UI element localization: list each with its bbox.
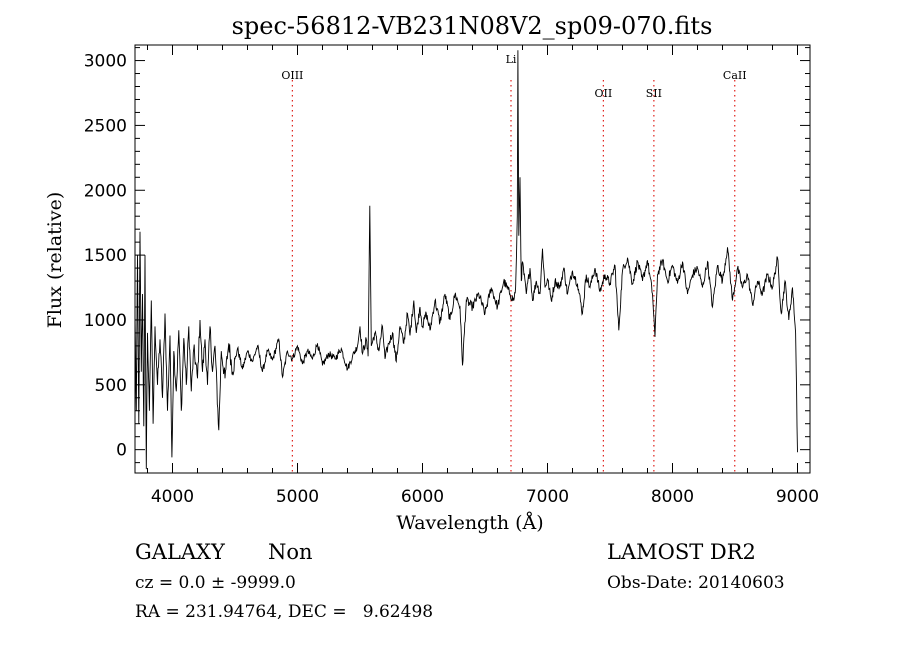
y-tick-label: 1500 xyxy=(84,246,127,266)
x-tick-label: 6000 xyxy=(401,487,444,507)
x-tick-label: 4000 xyxy=(151,487,194,507)
class-label: GALAXY xyxy=(135,540,225,564)
spectrum-chart: spec-56812-VB231N08V2_sp09-070.fits OIII… xyxy=(44,12,819,534)
spectral-line-label: OII xyxy=(595,87,613,100)
y-tick-label: 2500 xyxy=(84,116,127,136)
plot-frame xyxy=(134,44,811,474)
axes: 4000 5000 6000 7000 8000 9000 0 500 1000 1500 2000… xyxy=(84,44,819,507)
y-tick-label: 500 xyxy=(95,376,127,396)
flux-series-line-0 xyxy=(134,50,798,470)
y-tick-label: 3000 xyxy=(84,52,127,72)
spectral-line-label: SII xyxy=(646,87,662,100)
obs-date-text: Obs-Date: 20140603 xyxy=(607,573,785,593)
x-tick-label: 8000 xyxy=(651,487,694,507)
x-tick-label: 9000 xyxy=(776,487,819,507)
y-tick-label: 1000 xyxy=(84,311,127,331)
x-axis-label: Wavelength (Å) xyxy=(396,512,543,534)
cz-text: cz = 0.0 ± -9999.0 xyxy=(135,573,296,593)
subclass-label: Non xyxy=(268,540,313,564)
ra-dec-text: RA = 231.94764, DEC = 9.62498 xyxy=(135,602,434,622)
x-tick-label: 5000 xyxy=(276,487,319,507)
spectral-line-label: OIII xyxy=(281,69,303,82)
y-tick-label: 2000 xyxy=(84,181,127,201)
spectral-lines: OIII Li OII SII CaII xyxy=(281,53,747,473)
x-tick-label: 7000 xyxy=(526,487,569,507)
y-axis-label: Flux (relative) xyxy=(44,192,66,329)
spectral-line-label: Li xyxy=(506,53,517,66)
flux-series xyxy=(134,50,798,470)
spectral-line-label: CaII xyxy=(723,69,747,82)
chart-title: spec-56812-VB231N08V2_sp09-070.fits xyxy=(232,12,713,40)
survey-label: LAMOST DR2 xyxy=(607,540,756,564)
y-tick-label: 0 xyxy=(116,441,127,461)
